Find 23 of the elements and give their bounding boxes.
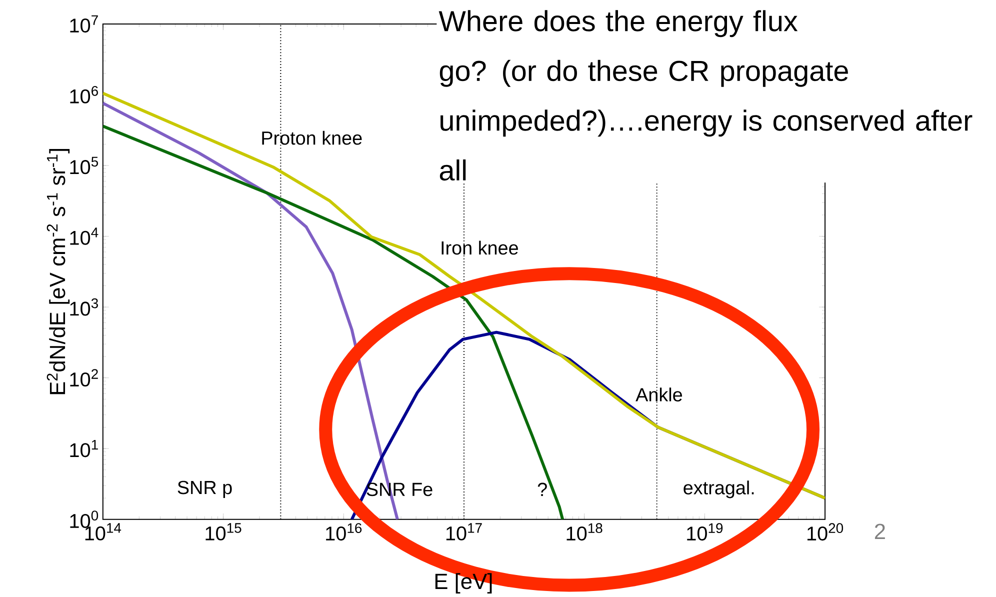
x-tick-label: 10$^{19}$ [687, 523, 723, 540]
y-tick-label: 10$^{4}$ [70, 228, 98, 245]
annotation: extragal. [684, 480, 754, 498]
x-tick-label: 10$^{18}$ [566, 523, 602, 540]
y-tick-label: 10$^{1}$ [70, 440, 98, 458]
annotation: Where does the energy flux go? (or do these CR propagate unimpeded?)….energy is conserved after all [438, 10, 972, 180]
y-tick-label: 10$^{3}$ [70, 298, 98, 316]
annotation: ? [538, 482, 547, 496]
annotation: Iron knee [442, 240, 518, 255]
x-tick-label: 10$^{17}$ [446, 523, 482, 540]
y-tick-label: 10$^{2}$ [70, 368, 98, 386]
y-tick-label: 10$^{7}$ [70, 15, 98, 32]
y-tick-label: 10$^{5}$ [70, 156, 98, 174]
text: 2 [874, 524, 885, 539]
y-tick-label: 10$^{6}$ [70, 86, 98, 104]
annotation: Proton knee [262, 130, 362, 145]
annotation: Ankle [636, 387, 682, 402]
x-tick-label: 10$^{15}$ [206, 523, 242, 540]
x-tick-label: 10$^{16}$ [326, 523, 362, 540]
annotation: SNR p [178, 480, 232, 498]
text: E$^{2}$dN/dE [eV cm$^{-2}$ s$^{-1}$ sr$^{-1}$] [46, 148, 70, 394]
x-axis-title: E [eV] [435, 572, 492, 594]
x-tick-label: 10$^{20}$ [807, 523, 844, 540]
